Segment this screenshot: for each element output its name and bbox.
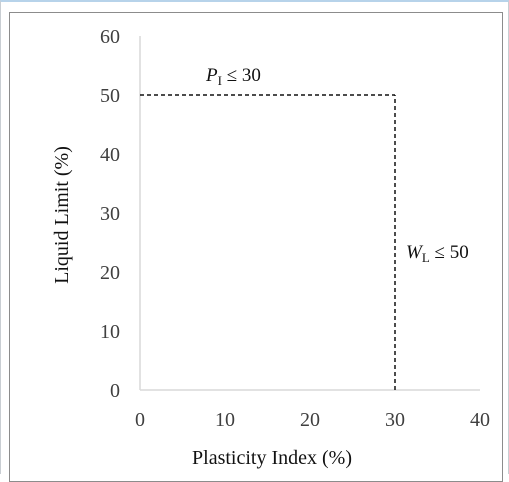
annotation-pi-rel: ≤ 30 — [222, 65, 261, 86]
x-tick-label: 0 — [135, 409, 145, 431]
x-tick-label: 30 — [385, 409, 405, 431]
y-tick-label: 60 — [100, 26, 120, 48]
x-tick-label: 10 — [215, 409, 235, 431]
x-tick-label: 40 — [470, 409, 490, 431]
y-tick-label: 0 — [110, 380, 120, 402]
y-tick-label: 30 — [100, 203, 120, 225]
y-tick-label: 40 — [100, 144, 120, 166]
annotation-plasticity-index: PI ≤ 30 — [205, 65, 261, 88]
y-tick-label: 10 — [100, 321, 120, 343]
annotation-liquid-limit: WL ≤ 50 — [406, 242, 469, 265]
chart-panel — [9, 12, 503, 482]
y-tick-label: 20 — [100, 262, 120, 284]
annotation-wl-sub: L — [422, 250, 430, 265]
annotation-pi-var: P — [205, 65, 218, 86]
annotation-wl-var: W — [406, 242, 424, 263]
x-tick-label: 20 — [300, 409, 320, 431]
y-axis-title: Liquid Limit (%) — [51, 146, 73, 284]
annotation-wl-rel: ≤ 50 — [430, 242, 469, 263]
annotation-pi-sub: I — [218, 73, 222, 88]
x-axis-title: Plasticity Index (%) — [192, 447, 352, 469]
y-tick-label: 50 — [100, 85, 120, 107]
